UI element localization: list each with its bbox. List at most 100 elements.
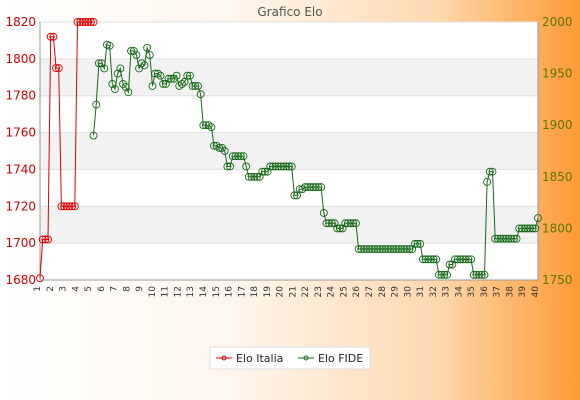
data-point: [207, 123, 216, 132]
data-point: [477, 270, 486, 279]
data-point: [507, 234, 516, 243]
data-point: [285, 162, 293, 171]
data-point: [116, 64, 125, 73]
x-tick-label: 38: [505, 286, 515, 298]
data-point: [263, 167, 272, 176]
data-point: [424, 255, 433, 264]
data-point: [469, 270, 478, 279]
data-point: [252, 172, 261, 181]
data-point: [493, 234, 502, 243]
data-point: [177, 79, 186, 88]
data-point: [260, 167, 269, 176]
data-point: [392, 245, 401, 253]
plot-background: [40, 22, 538, 280]
data-point: [287, 162, 296, 171]
data-point: [52, 64, 61, 73]
data-point: [306, 183, 315, 192]
data-point: [421, 255, 430, 264]
data-point: [113, 69, 122, 78]
data-point: [298, 185, 307, 194]
x-tick-label: 4: [71, 286, 81, 292]
data-point: [239, 152, 248, 161]
data-point: [199, 121, 208, 130]
data-point: [274, 162, 283, 171]
data-point: [255, 172, 264, 181]
data-point: [408, 245, 417, 253]
series-elo-fide: [89, 40, 542, 279]
data-point: [488, 167, 497, 176]
right-tick-label: 1950: [542, 67, 573, 81]
data-point: [311, 183, 320, 192]
x-tick-label: 5: [84, 286, 94, 292]
data-point: [36, 274, 44, 283]
data-point: [111, 85, 119, 94]
data-point: [341, 219, 350, 228]
x-tick-label: 3: [59, 286, 69, 292]
data-point: [226, 162, 235, 171]
x-tick-label: 22: [301, 286, 311, 297]
data-point: [483, 178, 492, 186]
data-point: [250, 172, 259, 181]
x-tick-label: 14: [199, 286, 209, 298]
data-point: [49, 32, 58, 41]
data-point: [456, 255, 465, 264]
data-point: [317, 183, 326, 192]
x-tick-label: 23: [314, 286, 324, 297]
data-point: [210, 141, 218, 150]
data-point: [153, 69, 162, 78]
data-point: [183, 71, 192, 80]
data-point: [137, 59, 146, 68]
data-point: [451, 255, 459, 264]
data-point: [472, 270, 481, 279]
data-point: [440, 270, 449, 279]
data-point: [394, 245, 403, 253]
data-point: [81, 18, 90, 26]
data-point: [94, 59, 103, 68]
legend-marker-italia: [221, 355, 227, 361]
data-point: [258, 167, 267, 176]
data-point: [202, 121, 210, 130]
data-point: [360, 245, 368, 253]
x-tick-label: 34: [454, 286, 464, 298]
right-tick-label: 1800: [542, 221, 573, 235]
data-point: [459, 255, 467, 264]
x-tick-label: 1: [33, 286, 43, 292]
x-tick-label: 6: [97, 286, 107, 292]
data-point: [244, 172, 253, 181]
data-point: [453, 255, 462, 264]
data-point: [381, 245, 390, 253]
data-point: [370, 245, 379, 253]
x-tick-label: 40: [531, 286, 541, 298]
data-point: [443, 270, 451, 279]
x-tick-label: 29: [391, 286, 401, 298]
x-tick-label: 9: [135, 286, 145, 292]
left-tick-label: 1820: [5, 15, 36, 29]
left-tick-label: 1780: [5, 89, 36, 103]
data-point: [44, 235, 52, 244]
data-point: [517, 224, 526, 233]
data-point: [384, 245, 393, 253]
data-point: [242, 162, 251, 171]
data-point: [129, 46, 138, 55]
data-point: [357, 245, 366, 253]
data-point: [41, 235, 50, 244]
data-point: [279, 162, 288, 171]
plot-band: [40, 206, 538, 244]
left-tick-label: 1740: [5, 162, 36, 176]
left-tick-label: 1700: [5, 236, 36, 250]
data-point: [410, 239, 419, 248]
x-tick-label: 36: [480, 286, 490, 298]
data-point: [191, 82, 200, 90]
data-point: [467, 255, 476, 264]
data-point: [314, 183, 323, 192]
data-point: [62, 202, 71, 211]
data-point: [234, 152, 243, 161]
x-tick-label: 33: [442, 286, 452, 297]
x-tick-label: 39: [518, 286, 528, 298]
x-tick-label: 16: [225, 286, 235, 298]
data-point: [121, 83, 130, 91]
data-point: [65, 202, 74, 211]
data-point: [57, 202, 66, 211]
data-point: [413, 239, 422, 248]
x-tick-label: 21: [288, 286, 298, 297]
